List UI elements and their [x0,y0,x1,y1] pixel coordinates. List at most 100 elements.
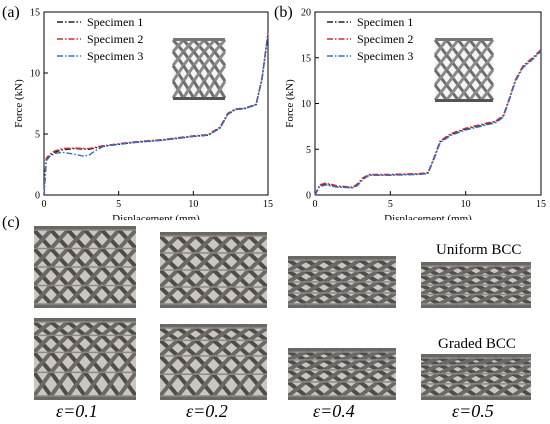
strut [34,351,53,374]
strut [340,280,362,295]
strut [83,320,104,337]
specimen-photo-render [34,318,136,400]
strut [100,351,121,374]
strut [376,269,396,284]
strut [66,284,87,306]
platen-bottom [160,304,267,308]
lattice-strut [433,54,448,71]
x-axis-label: Displacement (mm) [384,213,472,220]
strut [212,285,233,306]
strut [438,363,459,376]
strut [100,371,121,398]
lattice-strut [182,80,196,99]
strut [493,292,514,306]
strut [288,291,308,306]
plot-frame [43,11,269,196]
strut [194,234,215,255]
strut [34,247,53,269]
x-tick-label: 15 [263,199,273,210]
lattice-strut [213,80,227,99]
strut [66,333,87,354]
specimen-photo-render [34,226,136,308]
strut [176,326,197,342]
strut [475,292,496,306]
strut [49,228,70,250]
y-tick-label: 5 [35,130,40,141]
y-tick-label: 0 [35,191,40,202]
lattice-strut [468,69,483,86]
strut [376,380,396,398]
strut [49,351,70,374]
strut [49,320,70,337]
x-axis-label: Displacement (mm) [112,213,200,220]
strut [493,382,514,398]
strut [341,350,361,362]
strain-label-05: ε=0.5 [452,401,494,421]
strut [359,350,379,362]
platen-top [421,262,531,266]
strut [421,264,441,278]
lattice-strut [433,39,448,56]
strut [160,285,180,306]
lattice-strut [171,50,185,67]
platen-top [34,226,136,230]
strut [438,264,459,278]
x-tick-label: 0 [313,199,318,210]
x-tick-label: 10 [461,199,471,210]
strut [340,269,362,284]
strut [341,358,361,372]
strut [475,283,496,297]
strut [421,382,441,398]
strut [34,228,53,250]
strut [474,382,496,398]
strut [34,371,53,398]
strain-label-01: ε=0.1 [56,401,98,421]
strut [493,356,514,367]
legend-entry: Specimen 3 [87,49,143,63]
strut [176,372,198,398]
strut [100,247,121,269]
strut [229,372,251,398]
lattice-strut [445,69,460,86]
strut [176,234,198,255]
strut [212,326,233,342]
series-line-specimen-2 [43,32,269,196]
x-tick-label: 10 [188,199,198,210]
strut [117,333,136,354]
strut [229,251,251,272]
x-tick-label: 5 [388,199,393,210]
strut [288,280,308,295]
strut [511,292,531,306]
strut [438,273,459,287]
x-tick-label: 5 [116,199,121,210]
x-tick-label: 15 [536,199,546,210]
x-tick-label: 0 [42,199,47,210]
y-axis-label: Force (kN) [284,79,296,128]
platen-top [34,318,136,322]
lattice-strut [182,64,196,83]
strut [83,284,104,306]
lattice-strut [468,84,483,101]
photo-background [34,318,136,400]
strut [212,251,233,272]
strut [322,368,344,384]
strut [100,265,121,287]
lattice-strut [213,38,227,53]
series-line-specimen-1 [43,33,269,196]
lattice-top-ring [173,38,225,41]
strut [340,368,362,384]
strut [160,338,180,358]
legend-entry: Specimen 2 [87,32,143,46]
photo-graded-e05 [421,354,531,400]
strut [376,280,396,295]
strut [83,265,104,287]
strut [229,354,251,376]
photo-graded-e01 [34,318,136,400]
specimen-photo-render [160,324,267,400]
y-tick-label: 10 [30,69,40,80]
lattice-bottom-ring [173,97,225,100]
platen-top [288,256,396,260]
lattice-strut [192,38,206,53]
strut [117,247,136,269]
strut [194,268,215,289]
